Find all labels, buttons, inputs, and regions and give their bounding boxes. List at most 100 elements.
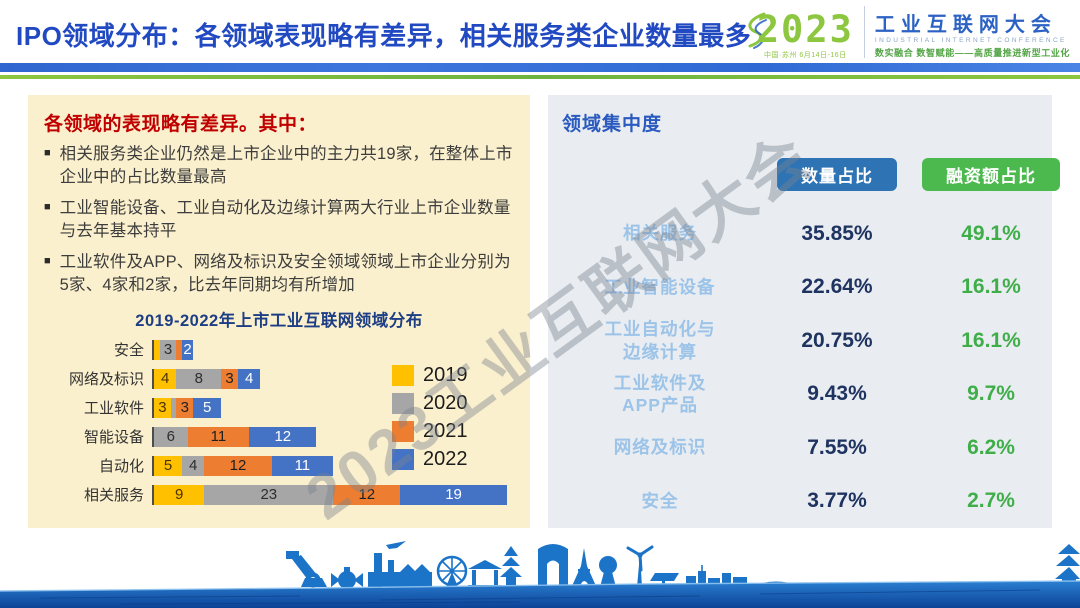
chart-bar-segment-2022: 5 — [193, 397, 222, 418]
sector-label: 安全 — [641, 490, 679, 511]
count-share-value: 7.55% — [807, 435, 867, 459]
chart-bar-segment-2021: 12 — [333, 484, 401, 505]
sector-label: 工业智能设备 — [604, 276, 716, 297]
legend-label: 2022 — [423, 447, 468, 470]
bullet-list: ■ 相关服务类企业仍然是上市企业中的主力共19家，在整体上市企业中的占比数量最高 ■… — [44, 143, 514, 298]
chart-bar-segment-2021: 11 — [187, 426, 250, 447]
chart-bar-segment-2019: 3 — [154, 397, 171, 418]
sector-label: 工业自动化与 边缘计算 — [604, 319, 716, 362]
bullet-text: 工业软件及APP、网络及标识及安全领域领域上市企业分别为5家、4家和2家，比去年… — [59, 252, 511, 295]
bullet-marker-icon: ■ — [44, 254, 51, 267]
chart-bar-segment-2019: 5 — [154, 455, 182, 476]
logo-separator — [863, 6, 865, 58]
funding-share-value: 2.7% — [967, 489, 1015, 513]
legend-item-2019: 2019 — [392, 364, 468, 387]
legend-swatch-icon — [392, 392, 414, 414]
bullet-marker-icon: ■ — [44, 147, 51, 159]
chart-bar-row: 工业软件 3 3 5 — [44, 397, 514, 418]
chart-bar-row: 智能设备 6 11 12 — [44, 426, 514, 447]
chart-bar-segment-2019: 4 — [154, 368, 177, 389]
concentration-table: 相关服务 35.85% 49.1% 工业智能设备 22.64% 16.1% 工业自动化与 边… — [562, 207, 1038, 528]
title-divider-blue — [0, 63, 1080, 72]
legend-swatch-icon — [392, 448, 414, 470]
sector-label: 相关服务 — [623, 223, 697, 244]
bullet-item: ■ 相关服务类企业仍然是上市企业中的主力共19家，在整体上市企业中的占比数量最高 — [44, 143, 514, 190]
funding-share-value: 49.1% — [961, 221, 1021, 245]
funding-share-value: 6.2% — [967, 435, 1015, 459]
chart-bar-track: 5 4 12 11 — [152, 455, 334, 476]
logo-venue: 中国·苏州 6月14日-16日 — [764, 52, 847, 59]
legend-swatch-icon — [392, 364, 414, 386]
analysis-heading: 各领域的表现略有差异。其中： — [44, 114, 318, 135]
legend-item-2021: 2021 — [392, 420, 468, 443]
funding-share-value: 16.1% — [961, 328, 1021, 352]
chart-bar-segment-2020: 3 — [159, 339, 177, 360]
title-divider-green — [0, 75, 1080, 79]
count-share-value: 9.43% — [807, 382, 867, 406]
chart-bar-row: 相关服务 9 23 12 19 — [44, 484, 514, 505]
chart-bar-segment-2020: 6 — [154, 426, 188, 447]
count-share-value: 22.64% — [801, 275, 873, 299]
concentration-panel: 领域集中度 数量占比 融资额占比 相关服务 35.85% 49.1% 工业智能设备 22… — [548, 95, 1060, 528]
chart-bar-segment-2019: 9 — [154, 484, 205, 505]
chart-category-label: 自动化 — [98, 458, 144, 476]
chart-bar-segment-2021: 12 — [204, 455, 272, 476]
legend-label: 2019 — [423, 363, 468, 386]
concentration-row: 工业软件及 APP产品 9.43% 9.7% — [562, 368, 1038, 422]
legend-label: 2021 — [423, 419, 468, 442]
chart-bar-segment-2021: 3 — [221, 368, 238, 389]
count-share-value: 3.77% — [807, 489, 867, 513]
chart-category-label: 网络及标识 — [68, 371, 144, 389]
chart-bar-row: 自动化 5 4 12 11 — [44, 455, 514, 476]
sector-label: 工业软件及 APP产品 — [613, 372, 707, 416]
sector-label: 网络及标识 — [613, 437, 707, 458]
chart-bar-track: 6 11 12 — [152, 426, 317, 447]
chart-bar-segment-2022: 11 — [271, 455, 334, 476]
concentration-heading: 领域集中度 — [562, 114, 663, 135]
chart-category-label: 智能设备 — [83, 429, 144, 447]
stacked-bar-chart: 2019 2020 2021 2022 安全 3 2 网络及标识 4 8 3 4 工业软件 3 3 5 智能设… — [44, 339, 514, 505]
count-share-column-header: 数量占比 — [777, 158, 897, 191]
chart-category-label: 相关服务 — [83, 487, 144, 505]
funding-share-column-header: 融资额占比 — [922, 158, 1060, 191]
funding-share-value: 9.7% — [967, 382, 1015, 406]
logo-slogan: 数实融合 数智赋能——高质量推进新型工业化 — [874, 48, 1070, 58]
logo-name-en: INDUSTRIAL INTERNET CONFERENCE — [874, 37, 1067, 44]
bullet-item: ■ 工业软件及APP、网络及标识及安全领域领域上市企业分别为5家、4家和2家，比去… — [44, 251, 514, 298]
chart-bar-segment-2022: 19 — [400, 484, 507, 505]
legend-label: 2020 — [423, 391, 468, 414]
chart-bar-segment-2020: 23 — [204, 484, 334, 505]
chart-category-label: 工业软件 — [83, 400, 144, 418]
bullet-text: 相关服务类企业仍然是上市企业中的主力共19家，在整体上市企业中的占比数量最高 — [59, 145, 513, 187]
count-share-value: 20.75% — [801, 328, 873, 352]
legend-swatch-icon — [392, 420, 414, 442]
chart-bar-segment-2021: 3 — [176, 397, 194, 418]
chart-bar-row: 安全 3 2 — [44, 339, 514, 360]
chart-bar-segment-2022: 4 — [237, 368, 261, 389]
chart-bar-segment-2020: 8 — [176, 368, 222, 389]
legend-item-2020: 2020 — [392, 392, 468, 415]
chart-bar-track: 9 23 12 19 — [152, 484, 507, 505]
skyline-graphic — [0, 541, 1080, 608]
bullet-marker-icon: ■ — [44, 200, 51, 213]
chart-bar-segment-2022: 12 — [249, 426, 317, 447]
chart-category-label: 安全 — [113, 342, 144, 360]
chart-bar-row: 网络及标识 4 8 3 4 — [44, 368, 514, 389]
concentration-row: 工业自动化与 边缘计算 20.75% 16.1% — [562, 314, 1038, 368]
chart-bar-segment-2020 — [170, 397, 177, 418]
legend-item-2022: 2022 — [392, 448, 468, 471]
analysis-panel: 各领域的表现略有差异。其中： ■ 相关服务类企业仍然是上市企业中的主力共19家，在… — [28, 95, 530, 528]
funding-share-value: 16.1% — [961, 275, 1021, 299]
chart-title: 2019-2022年上市工业互联网领域分布 — [135, 311, 423, 330]
logo-swoosh-icon — [748, 12, 767, 49]
concentration-row: 相关服务 35.85% 49.1% — [562, 207, 1038, 261]
concentration-row: 安全 3.77% 2.7% — [562, 475, 1038, 529]
bullet-item: ■ 工业智能设备、工业自动化及边缘计算两大行业上市企业数量与去年基本持平 — [44, 197, 514, 244]
chart-bar-segment-2019 — [154, 339, 160, 360]
chart-bar-segment-2021 — [176, 339, 182, 360]
logo-name-cn: 工业互联网大会 — [874, 14, 1057, 36]
chart-bar-segment-2020: 4 — [182, 455, 205, 476]
